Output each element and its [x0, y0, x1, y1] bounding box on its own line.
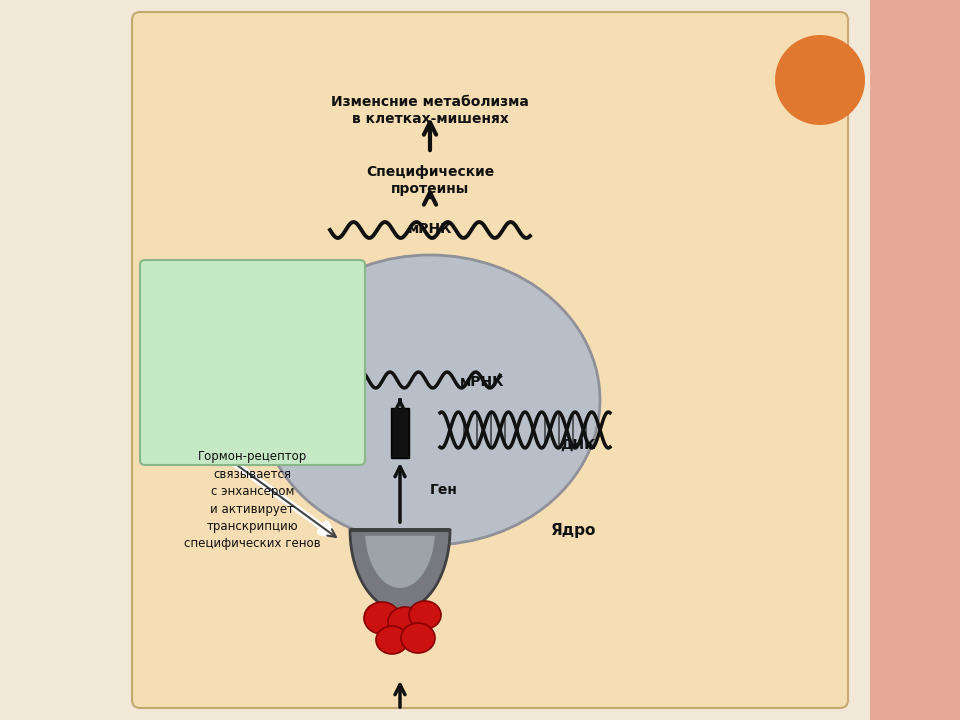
Text: мРНК: мРНК	[460, 375, 505, 389]
Text: Изменсние метаболизма
в клетках-мишенях: Изменсние метаболизма в клетках-мишенях	[331, 95, 529, 126]
Text: Ядро: Ядро	[550, 523, 595, 538]
Bar	[870, 0, 960, 720]
Ellipse shape	[409, 601, 441, 629]
Ellipse shape	[388, 607, 422, 637]
Text: Гормон-рецептор
связывается
с энхансером
и активирует
транскрипцию
специфических: Гормон-рецептор связывается с энхансером…	[184, 450, 321, 551]
Ellipse shape	[260, 255, 600, 545]
Polygon shape	[350, 530, 450, 610]
FancyBboxPatch shape	[132, 12, 848, 708]
Circle shape	[775, 35, 865, 125]
Polygon shape	[365, 535, 435, 588]
Ellipse shape	[401, 623, 435, 653]
Text: мРНК: мРНК	[408, 222, 452, 236]
Ellipse shape	[364, 602, 400, 634]
Text: Специфические
протеины: Специфические протеины	[366, 165, 494, 197]
Text: ДНК: ДНК	[560, 438, 595, 452]
Bar	[391, 408, 409, 458]
Text: Ген: Ген	[430, 483, 458, 497]
FancyBboxPatch shape	[140, 260, 365, 465]
Ellipse shape	[376, 626, 408, 654]
